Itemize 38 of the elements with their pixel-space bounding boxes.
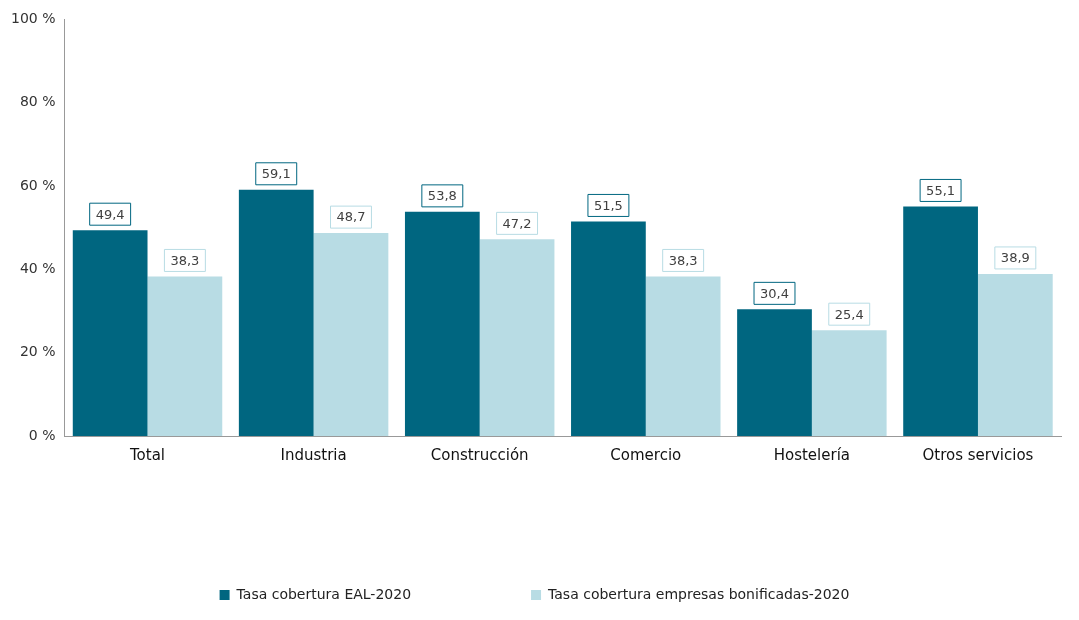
data-label: 38,3 — [170, 252, 200, 268]
y-tick-label: 100 % — [10, 10, 56, 27]
legend-label: Tasa cobertura EAL-2020 — [235, 585, 412, 602]
bar — [313, 233, 389, 436]
x-tick-label: Hostelería — [773, 445, 851, 464]
y-tick-label: 60 % — [19, 176, 56, 193]
data-label: 48,7 — [336, 209, 366, 225]
bar — [571, 221, 646, 436]
data-label: 51,5 — [593, 197, 623, 213]
y-tick-label: 20 % — [19, 343, 56, 360]
data-label: 53,8 — [427, 188, 457, 204]
data-label: 55,1 — [926, 182, 956, 198]
bar — [811, 330, 887, 436]
bar — [147, 276, 223, 436]
bar — [645, 276, 721, 436]
bar — [72, 230, 148, 436]
x-tick-label: Industria — [280, 445, 347, 464]
bar — [404, 211, 480, 436]
data-label: 38,3 — [668, 252, 698, 268]
bar — [903, 206, 978, 436]
bar — [479, 239, 555, 436]
bar — [238, 189, 314, 436]
data-label: 59,1 — [261, 166, 291, 182]
y-tick-label: 40 % — [19, 260, 56, 276]
x-tick-label: Comercio — [610, 445, 682, 464]
y-tick-label: 80 % — [19, 93, 56, 110]
data-label: 38,9 — [1000, 250, 1030, 266]
data-label: 25,4 — [834, 306, 864, 322]
data-label: 47,2 — [502, 215, 532, 231]
x-tick-label: Total — [128, 445, 166, 464]
data-label: 49,4 — [95, 206, 125, 222]
bar — [737, 309, 812, 436]
data-label: 30,4 — [760, 285, 789, 301]
bar — [977, 273, 1053, 436]
y-tick-label: 0 % — [28, 426, 56, 443]
x-tick-label: Construcción — [430, 445, 529, 464]
x-tick-label: Otros servicios — [922, 445, 1034, 464]
legend-label: Tasa cobertura empresas bonificadas-2020 — [547, 585, 850, 602]
